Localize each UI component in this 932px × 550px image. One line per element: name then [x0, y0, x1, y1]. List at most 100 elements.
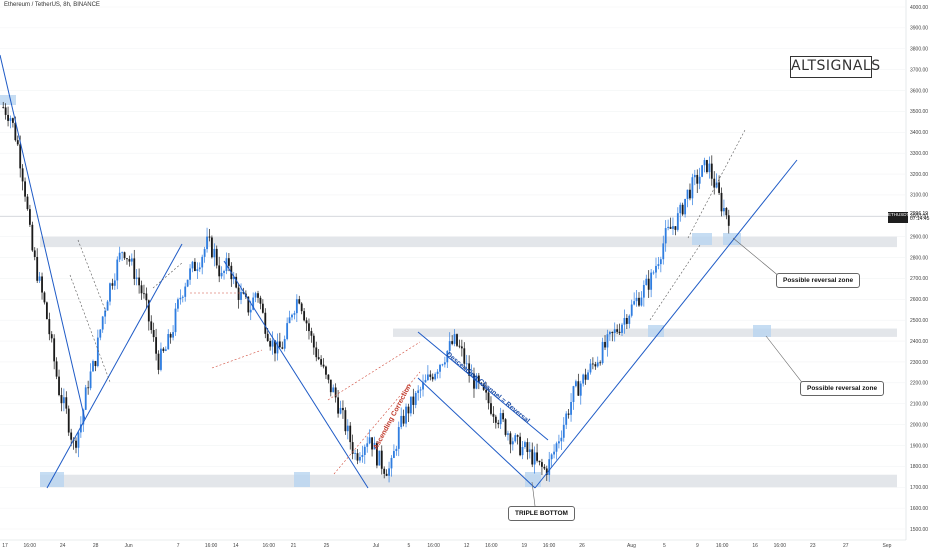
candle-body [232, 276, 235, 280]
y-tick-label: 3200.00 [910, 172, 928, 178]
candle-body [237, 287, 240, 300]
candle-body [135, 277, 138, 279]
y-tick-label: 2800.00 [910, 255, 928, 261]
candle-body [315, 347, 318, 358]
candle-body [492, 413, 495, 417]
trendlines [0, 54, 805, 507]
candle-body [693, 174, 696, 178]
x-tick-label: 16:00 [263, 543, 276, 549]
candle-body [669, 226, 672, 229]
x-tick-label: 5 [408, 543, 411, 549]
x-tick-label: 16:00 [774, 543, 787, 549]
candle-body [417, 390, 420, 393]
candle-body [642, 285, 645, 298]
candle-body [662, 243, 665, 260]
dashed-guide [649, 244, 701, 321]
candle-body [53, 338, 56, 362]
candle-body [451, 341, 454, 344]
candle-body [463, 348, 466, 364]
candle-body [143, 293, 145, 295]
y-tick-label: 2400.00 [910, 339, 928, 345]
candle-body [121, 252, 124, 254]
candle-body [718, 182, 720, 193]
candle-body [550, 454, 553, 460]
altsignals-logo: ALTSIGNALS [790, 56, 880, 78]
support-zone [40, 236, 897, 248]
candle-body [300, 303, 303, 312]
candle-body [26, 196, 29, 210]
y-tick-label: 2200.00 [910, 381, 928, 387]
candle-body [519, 436, 522, 456]
candle-body [218, 265, 221, 277]
candle-body [235, 276, 238, 288]
candle-body [536, 452, 538, 461]
candle-body [400, 415, 403, 428]
candle-body [203, 249, 206, 257]
y-tick-label: 1700.00 [910, 485, 928, 491]
x-tick-label: 16 [752, 543, 758, 549]
candle-body [7, 114, 9, 121]
candle-body [579, 383, 582, 396]
candle-body [572, 386, 575, 403]
candle-body [133, 258, 136, 279]
trendline [0, 54, 86, 421]
candle-body [681, 204, 684, 215]
candle-body [414, 392, 417, 405]
candle-body [710, 163, 713, 179]
candle-body [402, 415, 405, 424]
x-tick-label: Jun [125, 543, 133, 549]
candle-body [473, 373, 475, 389]
candle-body [242, 292, 245, 294]
x-tick-label: 25 [324, 543, 330, 549]
candle-body [208, 236, 211, 238]
candle-body [291, 314, 293, 318]
candle-body [344, 410, 347, 432]
candle-body [640, 297, 643, 306]
candle-body [521, 446, 524, 456]
candle-body [553, 451, 555, 455]
candle-body [383, 468, 386, 474]
candle-body [286, 323, 289, 340]
candle-body [4, 107, 7, 115]
candle-body [191, 261, 194, 269]
dashed-guide [152, 261, 184, 289]
candle-body [172, 332, 174, 338]
candle-body [31, 224, 34, 251]
candle-body [388, 468, 390, 476]
candle-body [79, 424, 82, 433]
candle-body [441, 364, 444, 366]
candle-body [184, 286, 187, 297]
candle-body [145, 293, 148, 301]
callout-connector [765, 335, 805, 386]
candle-body [75, 440, 77, 448]
candle-body [582, 374, 585, 384]
candle-body [36, 256, 39, 281]
last-price-readout: 2996.19 07:14:45 [910, 212, 929, 222]
candle-body [460, 346, 463, 349]
zone-highlight [723, 233, 741, 245]
candle-body [276, 341, 279, 354]
y-tick-label: 3900.00 [910, 26, 928, 32]
candle-body [194, 261, 196, 271]
candle-body [259, 297, 262, 304]
last-price-tag: ETHUSDT [888, 212, 909, 223]
candle-body [257, 293, 259, 298]
y-tick-label: 1900.00 [910, 443, 928, 449]
candle-body [708, 163, 711, 173]
candle-body [725, 207, 728, 216]
candle-body [356, 453, 359, 461]
y-tick-label: 2300.00 [910, 360, 928, 366]
trendline [46, 243, 183, 489]
candle-body [485, 389, 488, 393]
trendline [223, 260, 369, 489]
y-tick-label: 3000.00 [910, 214, 928, 220]
candle-body [567, 413, 570, 415]
candle-body [104, 310, 107, 317]
candle-body [70, 432, 73, 440]
y-tick-label: 3500.00 [910, 109, 928, 115]
dashed-guide [687, 129, 746, 239]
candle-body [727, 215, 730, 226]
candle-body [349, 425, 352, 443]
